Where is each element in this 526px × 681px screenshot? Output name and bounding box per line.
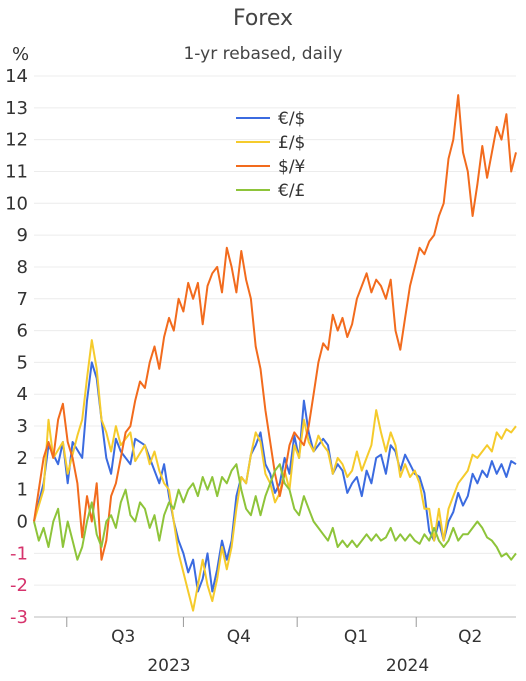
chart-subtitle: 1-yr rebased, daily (183, 44, 343, 64)
x-year-label: 2024 (386, 656, 429, 676)
y-tick-label: 9 (17, 225, 28, 246)
y-tick-label: 7 (17, 289, 28, 310)
y-tick-label: 2 (17, 448, 28, 469)
y-tick-label: 5 (17, 352, 28, 373)
y-tick-label: 11 (5, 161, 28, 182)
y-tick-label: 12 (5, 130, 28, 151)
x-tick-label: Q4 (227, 627, 251, 647)
gridlines (34, 75, 516, 618)
chart-title: Forex (232, 6, 294, 31)
legend: €/$ £/$ $/¥ €/£ (236, 109, 306, 201)
series-lines (33, 94, 517, 612)
legend-label: $/¥ (278, 157, 306, 177)
series-line (33, 463, 517, 561)
y-tick-label: 4 (17, 384, 28, 405)
y-tick-label: 8 (17, 257, 28, 278)
series-line (33, 361, 517, 593)
y-tick-label: 3 (17, 416, 28, 437)
y-tick-label: 0 (17, 512, 28, 533)
y-tick-label: -1 (10, 543, 28, 564)
series-line (33, 339, 517, 612)
x-tick-label: Q2 (458, 627, 482, 647)
x-year-label: 2023 (147, 656, 190, 676)
y-tick-label: -2 (10, 575, 28, 596)
legend-label: €/$ (278, 109, 305, 129)
x-axis: Q3 Q4 Q1 Q2 2023 2024 (34, 616, 516, 676)
series-line (33, 94, 517, 561)
y-tick-label: 6 (17, 321, 28, 342)
legend-label: £/$ (278, 133, 305, 153)
x-tick-label: Q3 (111, 627, 135, 647)
y-tick-label: 13 (5, 98, 28, 119)
y-tick-label: -3 (10, 607, 28, 628)
y-tick-label: 10 (5, 193, 28, 214)
y-tick-label: 1 (17, 480, 28, 501)
y-tick-label: 14 (5, 66, 28, 87)
y-axis-unit-label: % (12, 44, 30, 65)
legend-label: €/£ (278, 181, 305, 201)
x-tick-label: Q1 (344, 627, 368, 647)
